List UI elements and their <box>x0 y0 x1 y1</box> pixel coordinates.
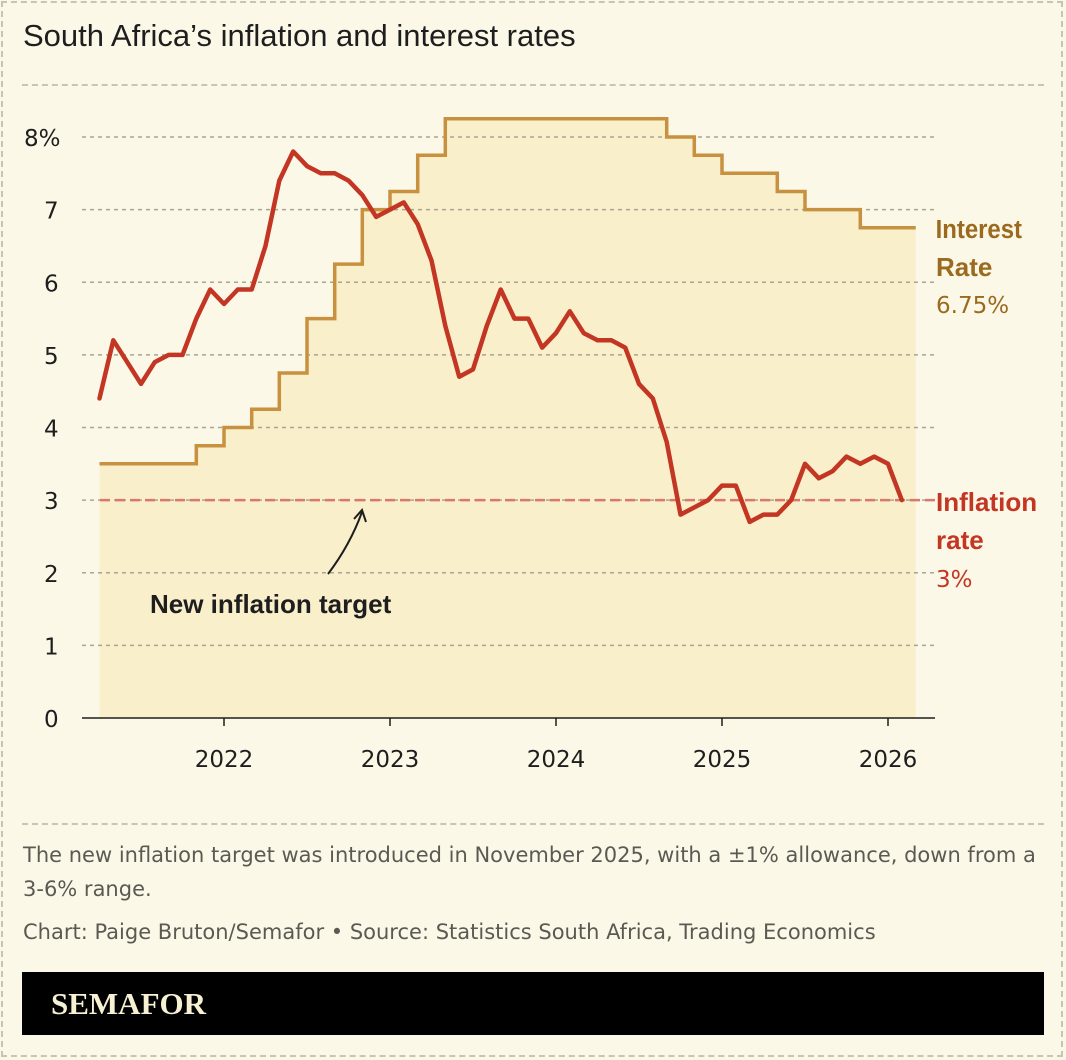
x-tick-label: 2023 <box>361 747 420 773</box>
y-tick-label: 7 <box>44 199 59 225</box>
y-tick-label: 1 <box>44 634 59 660</box>
chart-title: South Africa’s inflation and interest ra… <box>23 18 576 53</box>
x-tick-label: 2022 <box>195 747 254 773</box>
x-tick-label: 2024 <box>527 747 586 773</box>
x-tick-label: 2025 <box>693 747 752 773</box>
y-tick-label: 6 <box>44 271 59 297</box>
inflation-label-line1: Inflation <box>936 487 1037 517</box>
interest-rate-area <box>99 118 916 719</box>
inflation-label-line2: rate <box>936 525 984 555</box>
interest-value-label: 6.75% <box>936 293 1009 319</box>
x-tick-label: 2026 <box>859 747 918 773</box>
inflation-value-label: 3% <box>936 567 973 593</box>
annotation-arrowhead-icon <box>353 508 367 523</box>
y-tick-label: 2 <box>44 562 59 588</box>
annotation-new-inflation-target: New inflation target <box>150 589 392 619</box>
interest-label-line2: Rate <box>936 252 992 282</box>
brand-bar: SEMAFOR <box>22 972 1044 1035</box>
interest-rate-line <box>99 117 916 466</box>
chart-note: The new inflation target was introduced … <box>23 843 1036 901</box>
y-tick-label: 0 <box>44 707 59 733</box>
annotation-arrow <box>327 511 363 575</box>
y-tick-label: 8% <box>24 126 61 152</box>
divider <box>22 84 1044 86</box>
y-tick-label: 4 <box>44 417 59 443</box>
y-tick-label: 3 <box>44 489 59 515</box>
semafor-logo: SEMAFOR <box>51 986 206 1021</box>
interest-label-line1: Interest <box>936 215 1023 244</box>
y-tick-label: 5 <box>44 344 59 370</box>
chart-credit: Chart: Paige Bruton/Semafor • Source: St… <box>23 920 876 944</box>
divider <box>22 823 1044 825</box>
